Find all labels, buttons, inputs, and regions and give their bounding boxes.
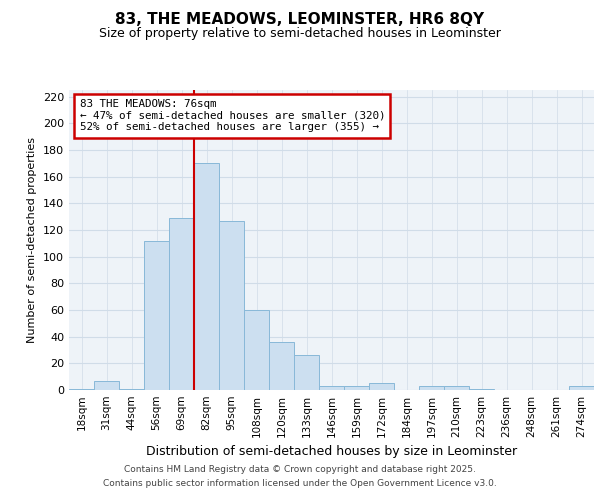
Bar bbox=[69, 388, 94, 390]
Bar bbox=[344, 386, 369, 390]
Bar bbox=[369, 384, 394, 390]
Text: Contains HM Land Registry data © Crown copyright and database right 2025.
Contai: Contains HM Land Registry data © Crown c… bbox=[103, 466, 497, 487]
Bar bbox=[419, 386, 444, 390]
Y-axis label: Number of semi-detached properties: Number of semi-detached properties bbox=[28, 137, 37, 343]
Bar bbox=[169, 218, 194, 390]
Text: 83 THE MEADOWS: 76sqm
← 47% of semi-detached houses are smaller (320)
52% of sem: 83 THE MEADOWS: 76sqm ← 47% of semi-deta… bbox=[79, 99, 385, 132]
Bar bbox=[244, 310, 269, 390]
Bar bbox=[294, 356, 319, 390]
Bar bbox=[94, 380, 119, 390]
Bar bbox=[444, 386, 469, 390]
Text: 83, THE MEADOWS, LEOMINSTER, HR6 8QY: 83, THE MEADOWS, LEOMINSTER, HR6 8QY bbox=[115, 12, 485, 28]
Bar bbox=[569, 386, 594, 390]
Bar bbox=[194, 164, 219, 390]
Text: Size of property relative to semi-detached houses in Leominster: Size of property relative to semi-detach… bbox=[99, 28, 501, 40]
Bar bbox=[219, 220, 244, 390]
Bar bbox=[144, 240, 169, 390]
Bar bbox=[469, 388, 494, 390]
X-axis label: Distribution of semi-detached houses by size in Leominster: Distribution of semi-detached houses by … bbox=[146, 446, 517, 458]
Bar bbox=[319, 386, 344, 390]
Bar bbox=[119, 388, 144, 390]
Bar bbox=[269, 342, 294, 390]
